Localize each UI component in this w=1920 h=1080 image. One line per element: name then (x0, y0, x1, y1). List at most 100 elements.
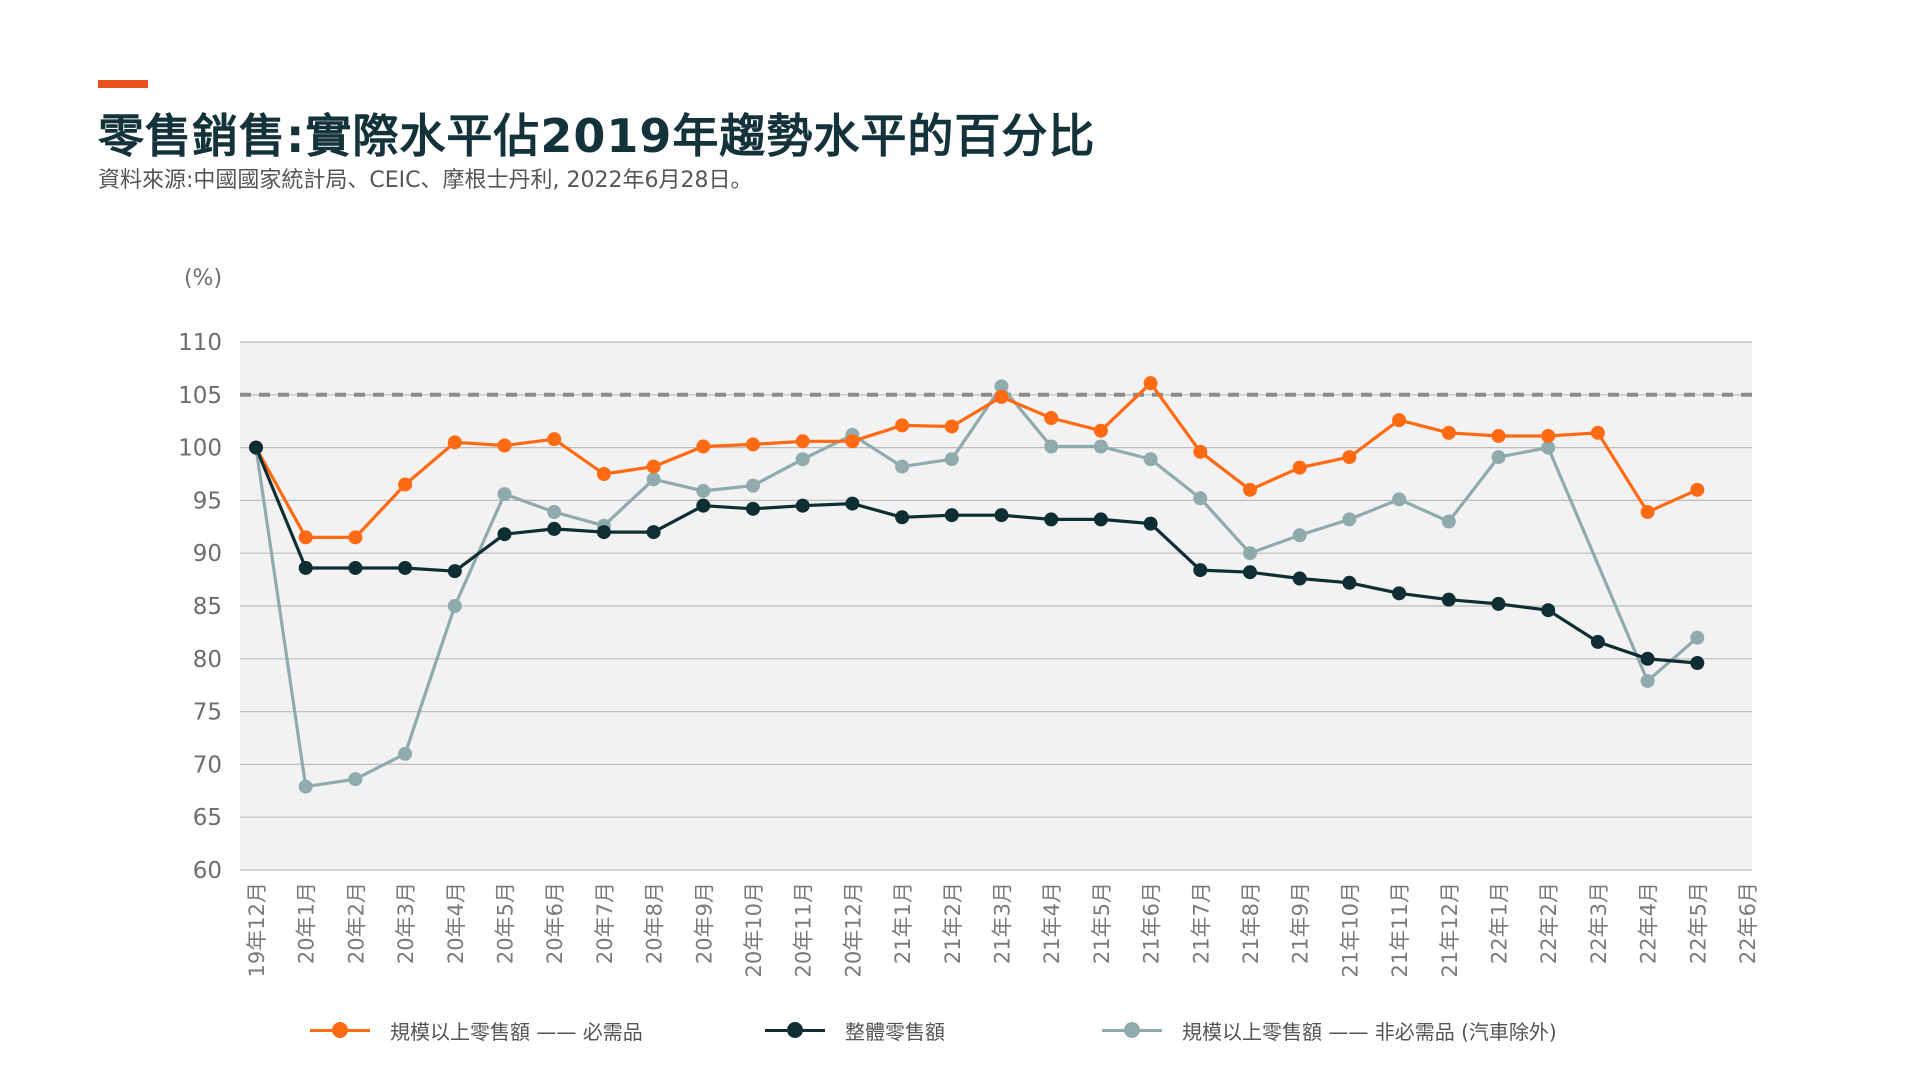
legend-item: 整體零售額 (765, 1010, 945, 1050)
data-point (497, 527, 512, 542)
x-tick-label: 20年9月 (692, 882, 716, 964)
data-point (944, 508, 959, 523)
data-point (447, 435, 462, 450)
y-tick-label: 65 (193, 805, 222, 831)
data-point (1243, 546, 1257, 561)
data-point (348, 772, 363, 787)
data-point (1590, 634, 1605, 649)
x-tick-label: 20年10月 (742, 882, 766, 977)
x-tick-label: 21年8月 (1239, 882, 1263, 964)
x-tick-label: 22年3月 (1587, 882, 1611, 964)
x-tick-label: 22年2月 (1537, 882, 1561, 964)
chart-title: 零售銷售:實際水平佔2019年趨勢水平的百分比 (98, 109, 1096, 163)
data-point (1292, 460, 1307, 475)
x-tick-label: 20年3月 (394, 882, 418, 964)
data-point (1044, 411, 1059, 426)
x-tick-label: 21年3月 (991, 882, 1015, 964)
y-tick-label: 80 (193, 647, 222, 673)
chart-legend: 規模以上零售額 —— 必需品 整體零售額 規模以上零售額 —— 非必需品 (汽車除外… (310, 1010, 1710, 1050)
data-point (398, 477, 413, 492)
data-point (348, 560, 363, 575)
data-point (1093, 423, 1108, 438)
data-point (1044, 439, 1059, 454)
data-point (1342, 575, 1357, 590)
data-point (1143, 376, 1158, 391)
data-point (1193, 444, 1208, 459)
data-point (1640, 673, 1655, 688)
x-tick-label: 21年9月 (1289, 882, 1313, 964)
data-point (646, 472, 661, 487)
x-tick-label: 21年1月 (891, 882, 915, 964)
y-tick-label: 105 (178, 383, 222, 409)
x-tick-label: 20年11月 (792, 882, 816, 977)
data-point (1044, 512, 1059, 527)
data-point (1143, 452, 1158, 467)
data-point (746, 478, 760, 493)
y-tick-label: 85 (193, 594, 222, 620)
legend-swatch (310, 1020, 370, 1040)
x-tick-label: 21年7月 (1189, 882, 1213, 964)
data-point (646, 525, 661, 540)
data-point (845, 496, 860, 511)
data-point (1491, 450, 1506, 465)
data-point (298, 530, 313, 545)
data-point (696, 483, 711, 498)
data-point (1093, 439, 1108, 454)
data-point (1392, 413, 1407, 428)
data-point (1690, 630, 1705, 645)
series-line (254, 381, 1698, 539)
data-point (696, 439, 711, 454)
x-tick-label: 20年1月 (295, 882, 319, 964)
data-point (696, 498, 711, 513)
y-tick-label: 90 (193, 541, 222, 567)
data-point (547, 521, 562, 536)
series-line (254, 446, 1698, 665)
data-point (1342, 512, 1357, 527)
data-point (895, 459, 910, 474)
y-tick-label: 100 (178, 436, 222, 462)
legend-swatch (1102, 1020, 1162, 1040)
x-tick-label: 21年12月 (1438, 882, 1462, 977)
data-point (1392, 586, 1407, 601)
data-point (1690, 656, 1705, 671)
data-point (1491, 596, 1506, 611)
data-point (1292, 528, 1307, 543)
data-point (398, 746, 413, 761)
data-point (994, 389, 1009, 404)
data-point (895, 510, 910, 525)
data-point (746, 437, 760, 452)
data-point (1243, 482, 1257, 497)
x-tick-label: 21年10月 (1338, 882, 1362, 977)
data-point (1342, 450, 1357, 465)
data-point (795, 498, 810, 513)
data-point (646, 459, 661, 474)
data-point (1243, 565, 1257, 580)
legend-item: 規模以上零售額 —— 非必需品 (汽車除外) (1102, 1010, 1557, 1050)
y-axis-label: (%) (184, 266, 222, 291)
x-tick-label: 22年4月 (1637, 882, 1661, 964)
x-tick-label: 20年12月 (841, 882, 865, 977)
data-point (746, 501, 760, 516)
data-point (1193, 563, 1208, 578)
chart-source-note: 資料來源:中國國家統計局、CEIC、摩根士丹利, 2022年6月28日。 (98, 168, 753, 193)
x-tick-label: 21年2月 (941, 882, 965, 964)
data-point (298, 779, 313, 794)
data-point (398, 560, 413, 575)
data-point (1640, 651, 1655, 666)
data-point (298, 560, 313, 575)
x-tick-label: 21年5月 (1090, 882, 1114, 964)
data-point (895, 418, 910, 433)
data-point (249, 440, 263, 455)
x-tick-label: 22年1月 (1488, 882, 1512, 964)
y-tick-label: 60 (193, 858, 222, 884)
legend-item: 規模以上零售額 —— 必需品 (310, 1010, 643, 1050)
data-point (845, 434, 860, 449)
x-tick-label: 21年4月 (1040, 882, 1064, 964)
data-point (994, 379, 1009, 394)
x-tick-label: 20年2月 (344, 882, 368, 964)
data-point (447, 564, 462, 579)
legend-label: 規模以上零售額 —— 必需品 (390, 1019, 643, 1044)
data-point (1143, 516, 1158, 531)
y-tick-label: 70 (193, 752, 222, 778)
